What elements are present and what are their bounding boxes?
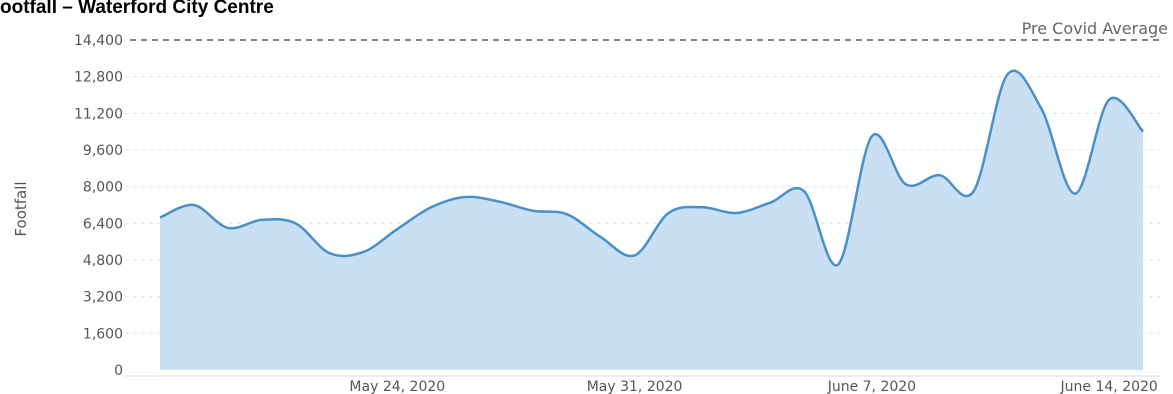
y-tick-label: 1,600 xyxy=(83,326,123,342)
x-tick-label: May 24, 2020 xyxy=(349,379,445,394)
y-tick-label: 6,400 xyxy=(83,216,123,232)
reference-line: Pre Covid Average xyxy=(130,19,1168,41)
y-tick-label: 0 xyxy=(114,363,123,379)
pre-covid-average-label: Pre Covid Average xyxy=(1022,19,1168,38)
y-axis-ticks: 0 1,600 3,200 4,800 6,400 8,000 9,600 11,200 12,… xyxy=(74,33,123,379)
gridlines xyxy=(125,76,1160,377)
x-tick-label: June 7, 2020 xyxy=(827,379,916,394)
y-tick-label: 11,200 xyxy=(74,106,123,122)
area-series xyxy=(159,69,1145,371)
y-tick-label: 8,000 xyxy=(83,180,123,196)
y-axis-label: Footfall xyxy=(12,181,30,236)
x-axis-ticks: May 24, 2020 May 31, 2020 June 7, 2020 June… xyxy=(349,379,1157,394)
chart-title: ootfall – Waterford City Centre xyxy=(0,0,274,18)
y-tick-label: 9,600 xyxy=(83,143,123,159)
y-tick-label: 4,800 xyxy=(83,253,123,269)
y-tick-label: 3,200 xyxy=(83,290,123,306)
series-line xyxy=(159,69,1145,267)
x-tick-label: June 14, 2020 xyxy=(1060,379,1158,394)
x-tick-label: May 31, 2020 xyxy=(587,379,683,394)
y-tick-label: 12,800 xyxy=(74,70,123,86)
area-fill xyxy=(160,70,1144,371)
y-tick-label: 14,400 xyxy=(74,33,123,49)
